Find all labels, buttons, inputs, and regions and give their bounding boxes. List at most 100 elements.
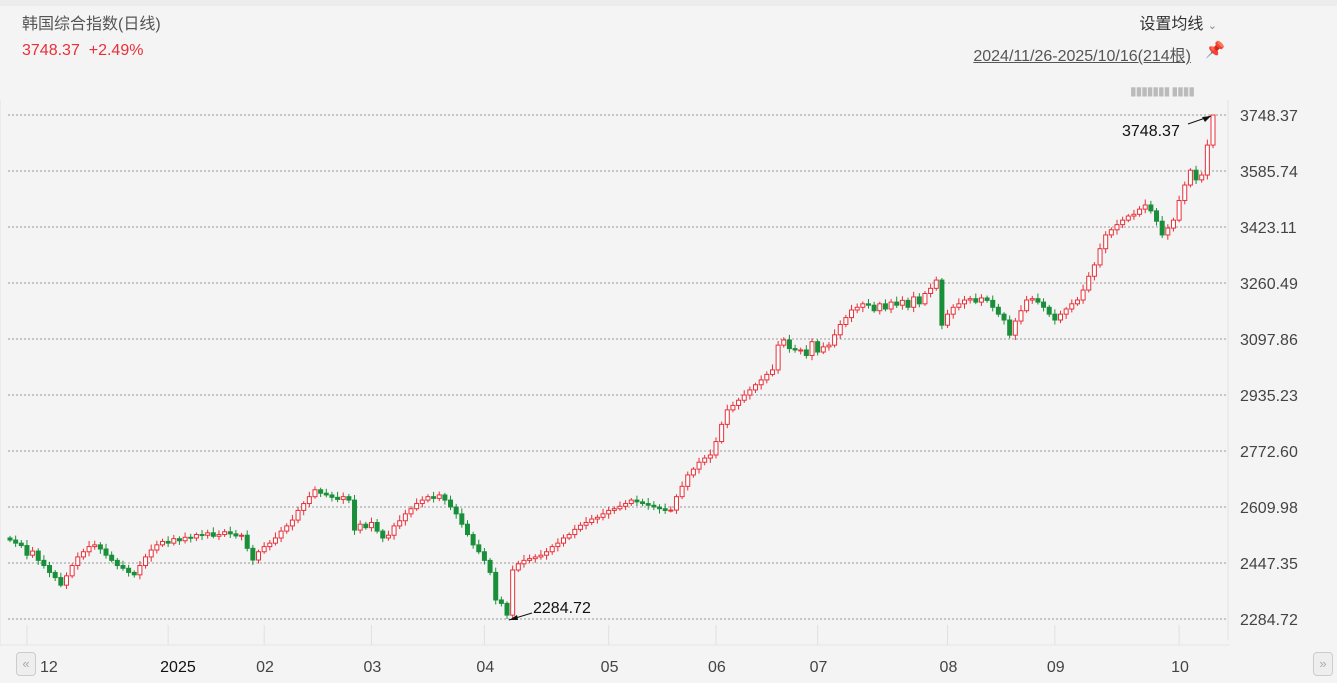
candle-up [623, 503, 629, 507]
chart-title: 韩国综合指数(日线) [22, 16, 161, 33]
candle-up [1103, 234, 1109, 250]
candle-up [741, 394, 747, 401]
candle-up [775, 344, 781, 371]
candle-up [1018, 310, 1024, 322]
candle-up [753, 384, 759, 391]
candle-up [769, 369, 775, 375]
candle-up [922, 292, 928, 305]
candle-up [555, 542, 561, 548]
last-price: 3748.37 [22, 42, 80, 59]
scroll-right-button[interactable]: » [1313, 652, 1333, 676]
candle-up [272, 537, 278, 544]
candle-up [278, 530, 284, 539]
candle-up [809, 341, 815, 356]
candle-down [803, 349, 809, 356]
candle-up [544, 551, 550, 556]
candle-up [510, 569, 516, 616]
x-tick-label: 12 [40, 659, 58, 676]
candle-down [1052, 313, 1058, 321]
candle-down [939, 279, 945, 326]
candle-down [318, 489, 324, 494]
y-tick-label: 2284.72 [1240, 612, 1298, 629]
candle-up [1142, 204, 1148, 210]
candle-up [1176, 200, 1182, 221]
x-tick-label: 08 [940, 659, 958, 676]
x-tick-label: 02 [256, 659, 274, 676]
candle-up [340, 496, 346, 500]
candle-up [781, 339, 787, 346]
scroll-left-button[interactable]: « [16, 652, 36, 676]
candle-up [1210, 114, 1216, 146]
candle-down [346, 496, 352, 501]
ma-setting-button[interactable]: 设置均线 ⌄ [1139, 10, 1217, 34]
candle-up [685, 474, 691, 487]
candle-down [442, 494, 448, 501]
candle-down [645, 503, 651, 506]
candle-up [515, 563, 521, 571]
candle-up [719, 423, 725, 443]
candle-down [52, 571, 58, 579]
candle-up [583, 521, 589, 526]
candle-up [572, 528, 578, 536]
pin-icon[interactable]: 📌 [1205, 42, 1225, 59]
candle-down [244, 534, 250, 549]
y-tick-label: 3097.86 [1240, 332, 1298, 349]
candle-up [566, 534, 572, 539]
candle-down [1035, 298, 1041, 303]
candle-down [882, 303, 888, 310]
y-tick-label: 2609.98 [1240, 500, 1298, 517]
candle-down [476, 544, 482, 553]
candle-up [549, 546, 555, 553]
candle-down [227, 531, 233, 535]
x-tick-label: 04 [476, 659, 494, 676]
candle-up [80, 551, 86, 558]
date-range-link[interactable]: 2024/11/26-2025/10/16(214根) [973, 48, 1191, 65]
candle-up [928, 287, 934, 294]
candle-up [1063, 308, 1069, 315]
candle-down [352, 499, 358, 531]
candle-up [589, 518, 595, 523]
candle-up [402, 513, 408, 522]
candle-down [1159, 220, 1165, 236]
candle-up [397, 520, 403, 527]
y-tick-label: 3423.11 [1240, 220, 1297, 237]
candle-up [820, 346, 826, 353]
candle-down [363, 523, 369, 529]
candle-up [137, 565, 143, 576]
top-strip [0, 0, 1337, 6]
candle-up [532, 556, 538, 560]
x-tick-label: 2025 [160, 659, 196, 676]
candle-down [431, 496, 437, 499]
candle-up [1058, 313, 1064, 321]
candle-up [171, 538, 177, 544]
candle-up [1170, 219, 1176, 229]
candle-up [736, 399, 742, 406]
candle-up [843, 317, 849, 325]
candle-down [894, 301, 900, 306]
candle-up [1086, 275, 1092, 291]
candle-down [329, 494, 335, 498]
candle-up [222, 531, 228, 536]
candle-down [504, 602, 510, 616]
candle-down [865, 303, 871, 306]
change-percent: +2.49% [88, 42, 144, 59]
arrow-head-icon [1202, 116, 1211, 122]
candle-down [7, 537, 13, 541]
x-tick-label: 06 [708, 659, 726, 676]
candle-up [436, 494, 442, 499]
candle-down [188, 536, 194, 539]
blurred-text: ▮▮▮▮▮▮▮ ▮▮▮▮ [1130, 84, 1195, 98]
candle-up [267, 542, 273, 548]
x-tick-label: 07 [810, 659, 828, 676]
candle-down [1041, 301, 1047, 308]
candle-down [786, 339, 792, 350]
candle-up [1069, 303, 1075, 310]
candle-down [1007, 319, 1013, 336]
candle-down [498, 599, 504, 604]
candle-up [978, 297, 984, 303]
candle-up [148, 549, 154, 558]
candle-down [1046, 306, 1052, 315]
candle-up [159, 540, 165, 546]
candle-up [600, 513, 606, 518]
